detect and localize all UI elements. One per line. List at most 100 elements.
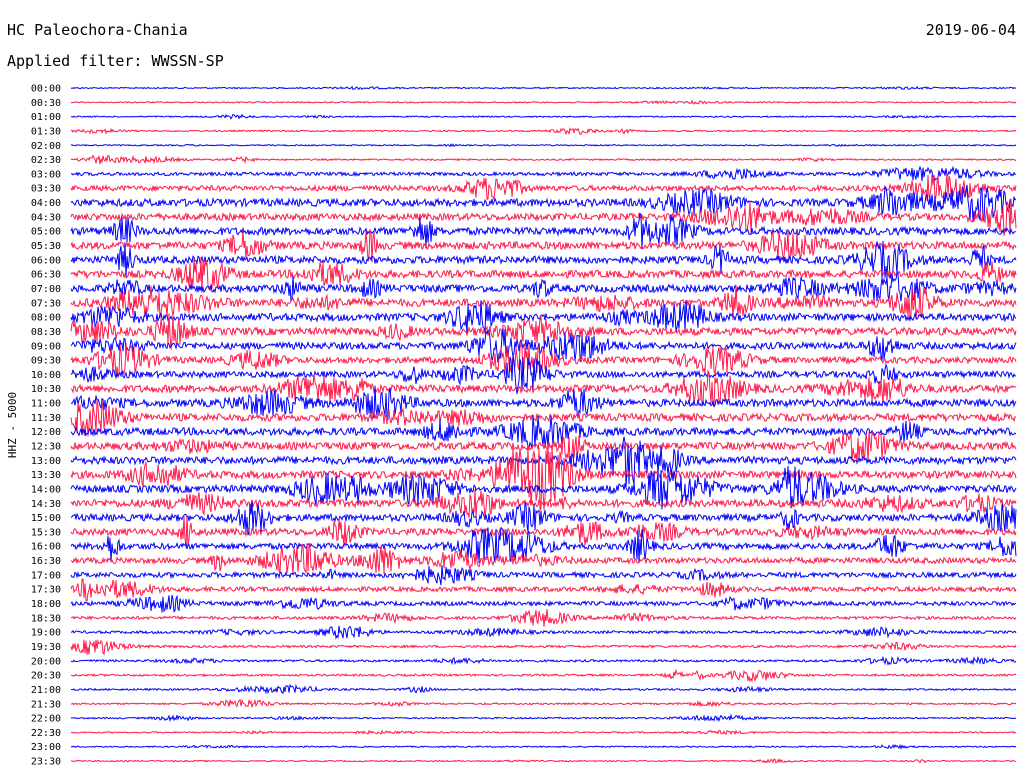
trace-row	[70, 198, 1017, 236]
row-time-label: 07:30	[31, 298, 61, 309]
row-time-label: 09:00	[31, 341, 61, 352]
filter-label: Applied filter: WWSSN-SP	[7, 52, 224, 70]
trace-row	[70, 256, 1017, 293]
row-time-label: 14:00	[31, 484, 61, 495]
trace-row	[70, 758, 1017, 764]
row-time-label: 23:30	[31, 757, 61, 768]
row-time-label: 22:00	[31, 714, 61, 725]
row-time-label: 15:00	[31, 513, 61, 524]
row-time-label: 18:30	[31, 613, 61, 624]
trace-row	[70, 743, 1017, 750]
row-time-label: 19:30	[31, 642, 61, 653]
trace-row	[70, 465, 1017, 510]
trace-row	[70, 655, 1017, 666]
row-time-label: 21:00	[31, 685, 61, 696]
trace-row	[70, 431, 1017, 465]
trace-row	[70, 127, 1017, 136]
row-time-label: 12:00	[31, 427, 61, 438]
row-time-label: 08:00	[31, 313, 61, 324]
row-time-label: 07:00	[31, 284, 61, 295]
row-time-label: 09:30	[31, 356, 61, 367]
trace-row	[70, 565, 1017, 586]
row-time-label: 03:30	[31, 184, 61, 195]
trace-row	[70, 609, 1017, 627]
trace-row	[70, 271, 1017, 303]
trace-row	[70, 184, 1017, 223]
trace-row	[70, 173, 1017, 202]
row-time-label: 15:30	[31, 527, 61, 538]
trace-row	[70, 683, 1017, 695]
row-time-label: 18:00	[31, 599, 61, 610]
trace-row	[70, 99, 1017, 105]
trace-row	[70, 594, 1017, 613]
trace-row	[70, 165, 1017, 182]
station-title: HC Paleochora-Chania	[7, 21, 188, 39]
trace-row	[70, 526, 1017, 564]
row-time-label: 02:30	[31, 155, 61, 166]
row-time-label: 00:00	[31, 84, 61, 95]
row-time-label: 11:00	[31, 399, 61, 410]
row-time-label: 02:00	[31, 141, 61, 152]
row-time-label: 19:00	[31, 628, 61, 639]
trace-row	[70, 328, 1017, 363]
trace-row	[70, 500, 1017, 536]
trace-row	[70, 369, 1017, 408]
trace-row	[70, 399, 1017, 437]
trace-row	[70, 85, 1017, 91]
row-time-label: 05:00	[31, 227, 61, 238]
row-time-label: 00:30	[31, 98, 61, 109]
trace-row	[70, 414, 1017, 450]
trace-row	[70, 385, 1017, 421]
trace-row	[70, 515, 1017, 548]
trace-row	[70, 443, 1017, 512]
trace-row	[70, 154, 1017, 165]
row-time-label: 05:30	[31, 241, 61, 252]
trace-row	[70, 240, 1017, 279]
row-time-label: 13:30	[31, 470, 61, 481]
row-time-label: 01:00	[31, 112, 61, 123]
row-time-label: 06:30	[31, 270, 61, 281]
trace-row	[70, 284, 1017, 321]
row-time-label: 16:30	[31, 556, 61, 567]
row-time-label: 12:30	[31, 442, 61, 453]
trace-row	[70, 113, 1017, 120]
date-label: 2019-06-04	[925, 21, 1016, 39]
row-time-label: 23:00	[31, 742, 61, 753]
row-time-label: 17:00	[31, 570, 61, 581]
row-time-label: 13:00	[31, 456, 61, 467]
trace-row	[70, 342, 1017, 377]
trace-row	[70, 577, 1017, 602]
trace-row	[70, 698, 1017, 708]
trace-row	[70, 436, 1017, 488]
trace-row	[70, 212, 1016, 250]
trace-row	[70, 729, 1017, 736]
trace-row	[70, 625, 1017, 640]
row-time-label: 11:30	[31, 413, 61, 424]
row-time-label: 04:00	[31, 198, 61, 209]
trace-row	[70, 542, 1017, 575]
row-time-label: 10:30	[31, 384, 61, 395]
row-time-label: 01:30	[31, 126, 61, 137]
row-time-label: 14:30	[31, 499, 61, 510]
trace-row	[70, 229, 1017, 263]
row-time-label: 10:00	[31, 370, 61, 381]
row-time-label: 06:00	[31, 255, 61, 266]
row-time-label: 21:30	[31, 699, 61, 710]
row-time-label: 17:30	[31, 585, 61, 596]
trace-row	[70, 313, 1017, 350]
trace-row	[70, 489, 1017, 518]
row-time-label: 03:00	[31, 169, 61, 180]
trace-row	[70, 639, 1017, 656]
trace-row	[70, 713, 1017, 723]
row-time-label: 22:30	[31, 728, 61, 739]
row-time-label: 20:30	[31, 671, 61, 682]
row-time-label: 20:00	[31, 656, 61, 667]
trace-row	[70, 143, 1017, 148]
row-time-label: 08:30	[31, 327, 61, 338]
trace-row	[70, 355, 1017, 394]
trace-row	[70, 300, 1017, 336]
row-time-label: 04:30	[31, 212, 61, 223]
row-time-label: 16:00	[31, 542, 61, 553]
trace-row	[70, 668, 1017, 683]
